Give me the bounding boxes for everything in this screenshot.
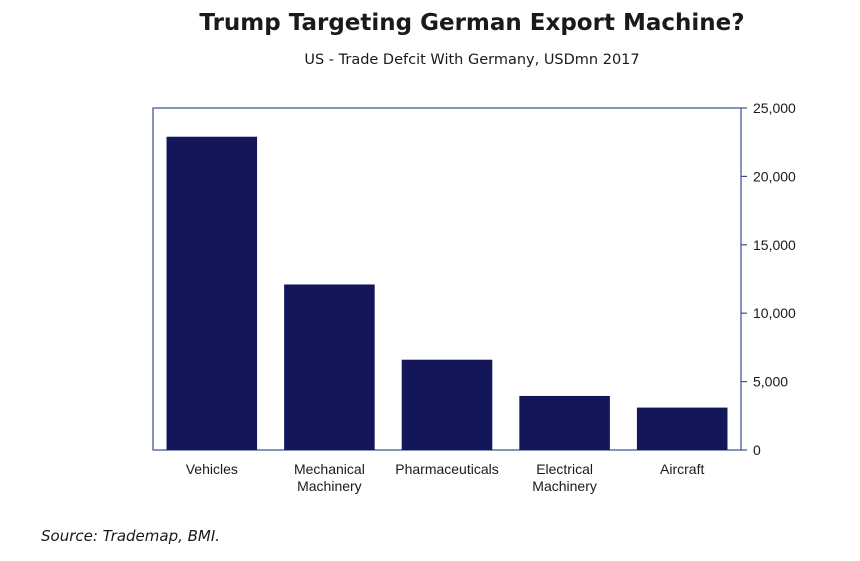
x-tick-label: Vehicles <box>186 461 238 477</box>
bar-3 <box>519 395 610 450</box>
bar-4 <box>636 407 728 450</box>
y-tick-label: 10,000 <box>753 305 796 321</box>
x-tick-label: Pharmaceuticals <box>395 461 499 477</box>
y-tick-label: 0 <box>753 442 761 458</box>
x-tick-label: Electrical <box>536 461 593 477</box>
bar-1 <box>284 284 375 450</box>
y-tick-label: 20,000 <box>753 168 796 184</box>
x-tick-label: Aircraft <box>660 461 704 477</box>
bar-0 <box>166 136 258 450</box>
x-tick-label: Machinery <box>532 478 597 494</box>
chart-subtitle: US - Trade Defcit With Germany, USDmn 20… <box>304 52 640 68</box>
y-tick-label: 15,000 <box>753 237 796 253</box>
y-tick-label: 5,000 <box>753 374 788 390</box>
x-tick-label: Mechanical <box>294 461 365 477</box>
bar-2 <box>401 359 493 450</box>
source-note: Source: Trademap, BMI. <box>41 527 221 545</box>
x-tick-label: Machinery <box>297 478 362 494</box>
chart-title: Trump Targeting German Export Machine? <box>199 10 745 36</box>
y-tick-label: 25,000 <box>753 100 796 116</box>
